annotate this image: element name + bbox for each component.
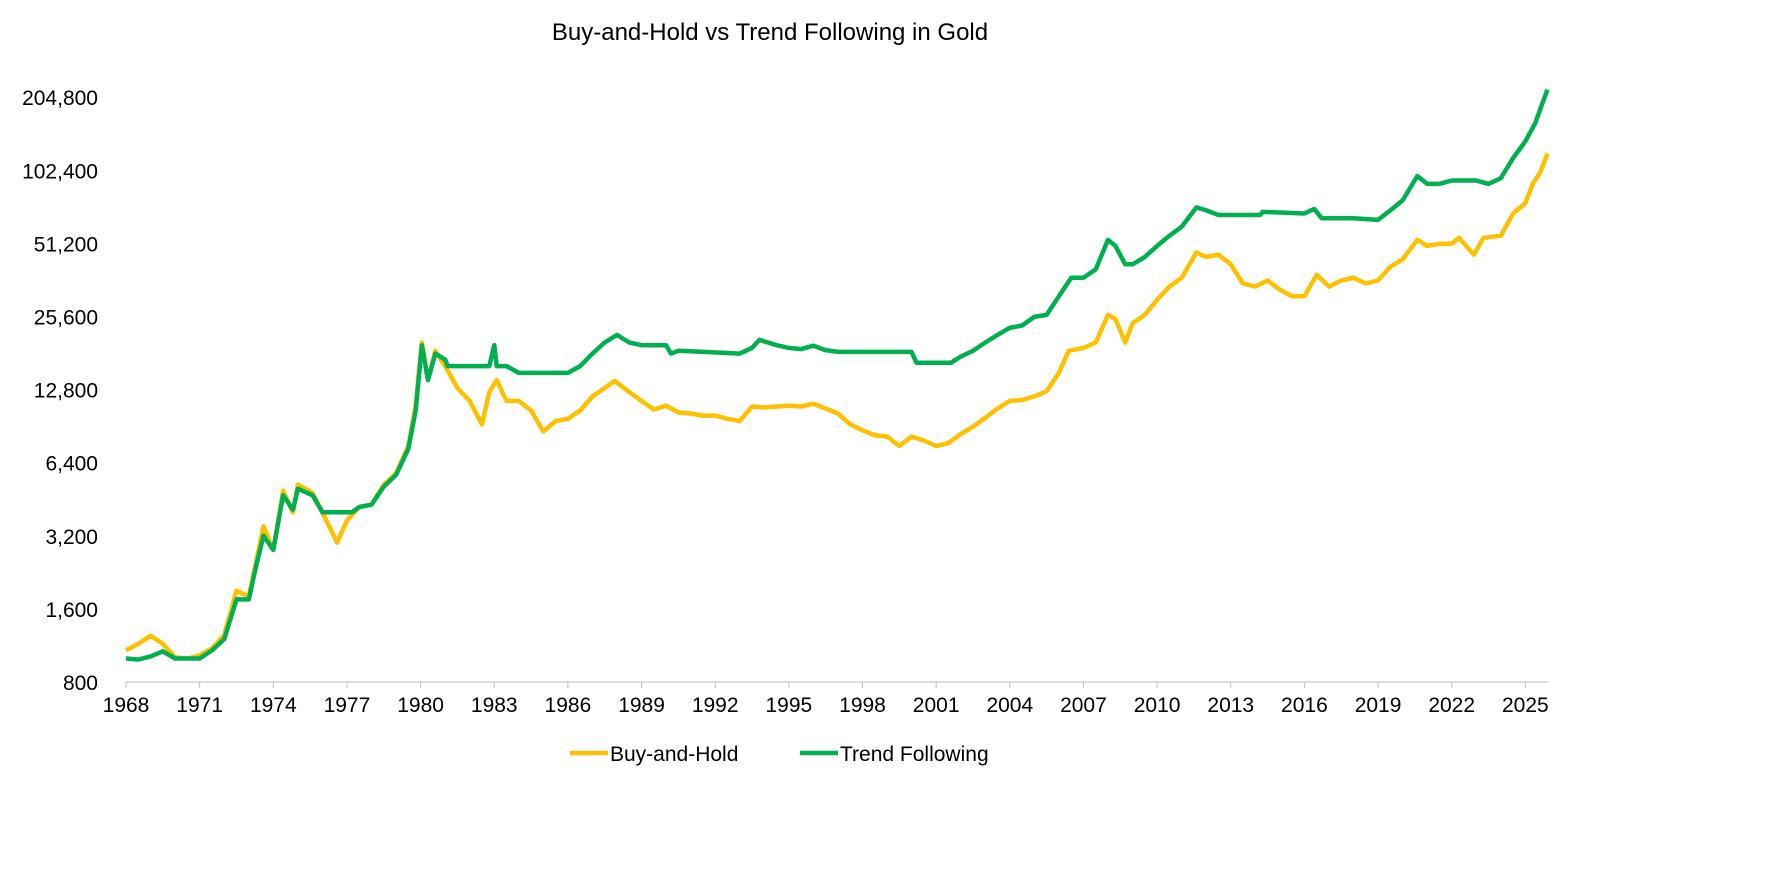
x-tick-label: 1968	[103, 694, 150, 717]
plot-area	[124, 88, 1550, 662]
x-tick-label: 2025	[1502, 694, 1549, 717]
x-tick-label: 2022	[1428, 694, 1475, 717]
series-line-buy-and-hold	[124, 152, 1550, 661]
legend-item: Buy-and-Hold	[570, 743, 738, 766]
x-tick-label: 1980	[397, 694, 444, 717]
x-tick-label: 2013	[1207, 694, 1254, 717]
y-tick-label: 3,200	[45, 526, 98, 549]
legend-label: Buy-and-Hold	[610, 743, 738, 766]
y-tick-label: 51,200	[34, 233, 98, 256]
x-tick-label: 2001	[913, 694, 960, 717]
chart-title: Buy-and-Hold vs Trend Following in Gold	[552, 19, 988, 46]
x-tick-label: 1995	[765, 694, 812, 717]
x-tick-label: 1998	[839, 694, 886, 717]
y-tick-label: 6,400	[45, 453, 98, 476]
legend-item: Trend Following	[800, 743, 989, 766]
y-tick-label: 1,600	[45, 599, 98, 622]
x-tick-label: 1989	[618, 694, 665, 717]
y-tick-label: 800	[63, 672, 98, 695]
x-tick-label: 1977	[324, 694, 371, 717]
legend: Buy-and-Hold Trend Following	[570, 743, 989, 766]
y-tick-label: 102,400	[22, 160, 98, 183]
legend-label: Trend Following	[840, 743, 989, 766]
x-axis: 1968 1971 1974 1977 1980 1983 1986 1989 1992 1995…	[103, 682, 1549, 717]
x-tick-label: 2007	[1060, 694, 1107, 717]
x-tick-label: 2010	[1134, 694, 1181, 717]
y-axis: 800 1,600 3,200 6,400 12,800 25,600 51,200 102,…	[22, 87, 98, 695]
y-tick-label: 204,800	[22, 87, 98, 110]
x-tick-label: 2016	[1281, 694, 1328, 717]
x-tick-label: 2004	[986, 694, 1033, 717]
x-tick-label: 1983	[471, 694, 518, 717]
x-tick-label: 1992	[692, 694, 739, 717]
series-line-trend-following	[125, 88, 1550, 662]
x-tick-label: 1974	[250, 694, 297, 717]
y-tick-label: 25,600	[34, 307, 98, 330]
x-tick-label: 1986	[545, 694, 592, 717]
x-tick-label: 2019	[1355, 694, 1402, 717]
y-tick-label: 12,800	[34, 380, 98, 403]
x-tick-label: 1971	[176, 694, 223, 717]
